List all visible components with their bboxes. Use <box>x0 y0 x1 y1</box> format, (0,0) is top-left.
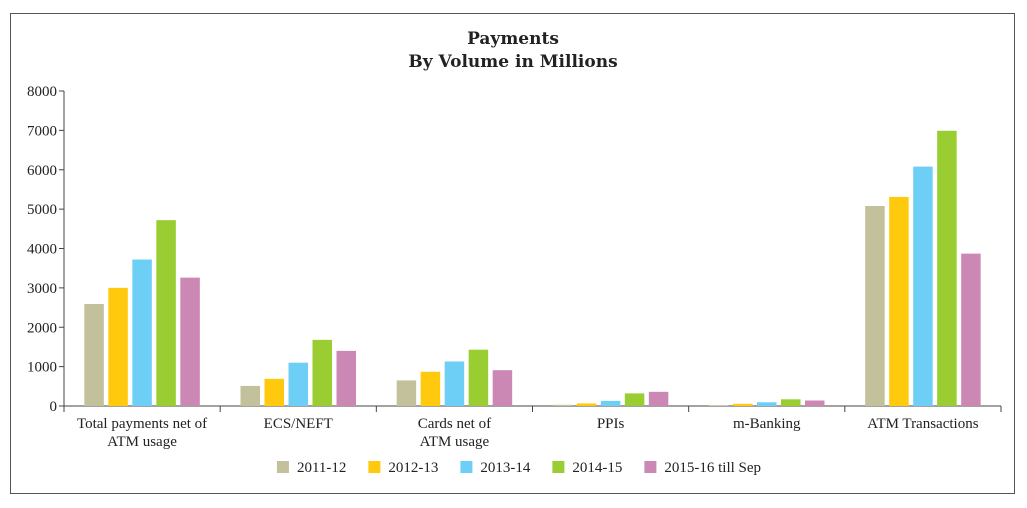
bar-2013-14-5 <box>913 166 933 406</box>
legend-item: 2015-16 till Sep <box>644 460 761 476</box>
y-tick-label: 0 <box>50 399 58 415</box>
category-label: PPIs <box>597 416 625 432</box>
y-tick-label: 5000 <box>27 202 57 218</box>
bar-2015-16 till Sep-3 <box>648 391 669 406</box>
bar-2015-16 till Sep-1 <box>336 350 356 406</box>
bar-2014-15-5 <box>937 130 957 407</box>
legend-label: 2015-16 till Sep <box>664 460 761 476</box>
bar-2011-12-1 <box>240 385 260 406</box>
legend-swatch <box>276 461 289 473</box>
bar-2011-12-3 <box>552 404 573 406</box>
y-tick-label: 2000 <box>27 320 57 336</box>
legend-swatch <box>552 461 565 473</box>
bar-2013-14-2 <box>444 361 465 406</box>
bar-2013-14-3 <box>600 400 621 406</box>
chart-subtitle: By Volume in Millions <box>408 52 617 72</box>
y-tick-label: 4000 <box>27 242 57 258</box>
y-tick-label: 8000 <box>27 84 57 100</box>
bar-2014-15-2 <box>468 349 489 406</box>
legend-label: 2013-14 <box>480 460 530 476</box>
bar-2011-12-2 <box>396 380 417 406</box>
chart: Payments By Volume in Millions 0 1000 2000… <box>27 29 1002 476</box>
bar-2014-15-4 <box>781 399 801 406</box>
category-label: ATM usage <box>420 434 490 450</box>
bar-2015-16 till Sep-0 <box>180 277 200 406</box>
bar-2013-14-4 <box>757 402 777 406</box>
bar-2012-13-2 <box>420 371 441 406</box>
legend-swatch <box>368 461 381 473</box>
bar-2013-14-1 <box>288 362 308 406</box>
bar-2014-15-1 <box>312 339 332 406</box>
bar-2011-12-5 <box>865 205 885 406</box>
legend-item: 2011-12 <box>276 460 346 476</box>
category-label: ECS/NEFT <box>264 416 333 432</box>
y-tick-label: 6000 <box>27 163 57 179</box>
chart-frame: Payments By Volume in Millions 0 1000 2000… <box>10 13 1015 494</box>
y-tick-label: 1000 <box>27 360 57 376</box>
bar-2011-12-0 <box>84 304 104 406</box>
chart-title: Payments <box>467 29 559 49</box>
legend-label: 2011-12 <box>297 460 346 476</box>
bar-2012-13-3 <box>576 403 597 406</box>
bar-2015-16 till Sep-5 <box>961 253 981 406</box>
legend-item: 2013-14 <box>460 460 531 476</box>
bar-2015-16 till Sep-4 <box>805 400 825 406</box>
bar-2013-14-0 <box>132 259 152 406</box>
y-tick-label: 3000 <box>27 281 57 297</box>
bar-2014-15-3 <box>624 393 645 406</box>
category-label: Total payments net of <box>77 416 207 432</box>
bar-2014-15-0 <box>156 220 176 406</box>
category-label: ATM Transactions <box>867 416 978 432</box>
bar-2012-13-0 <box>108 287 128 406</box>
bar-2012-13-5 <box>889 196 909 406</box>
bar-2012-13-4 <box>733 403 753 406</box>
category-label: ATM usage <box>107 434 177 450</box>
category-label: Cards net of <box>418 416 491 432</box>
y-tick-label: 7000 <box>27 123 57 139</box>
bar-2015-16 till Sep-2 <box>492 370 513 406</box>
legend-swatch <box>460 461 473 473</box>
legend-item: 2014-15 <box>552 460 622 476</box>
legend: 2011-12 2012-13 2013-14 2014-15 2015-16 till… <box>276 460 761 476</box>
bar-2011-12-4 <box>709 405 729 406</box>
category-label: m-Banking <box>733 416 801 432</box>
legend-swatch <box>644 461 657 473</box>
bar-2012-13-1 <box>264 378 284 406</box>
legend-label: 2014-15 <box>572 460 622 476</box>
legend-label: 2012-13 <box>388 460 438 476</box>
plot-area: 0 1000 2000 3000 4000 5000 6000 7000 8000 Total p… <box>27 84 1002 450</box>
legend-item: 2012-13 <box>368 460 438 476</box>
